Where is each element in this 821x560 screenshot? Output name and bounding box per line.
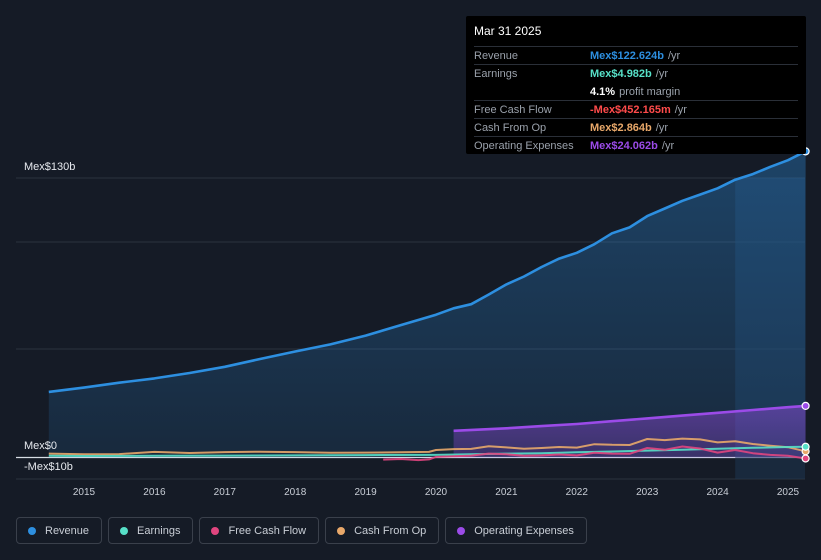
x-tick-label: 2023: [636, 487, 659, 498]
legend-label: Operating Expenses: [474, 524, 574, 537]
tooltip-row-label: Revenue: [474, 49, 519, 62]
revenue-line: [48, 150, 807, 394]
x-tick-label: 2025: [777, 487, 800, 498]
revenue-area: [48, 151, 806, 458]
legend-dot-icon: [120, 526, 129, 535]
x-axis: 2015 2016 2017 2018 2019 2020 2021 2022 2023 2024…: [73, 487, 800, 498]
tooltip-row-unit: /yr: [655, 67, 668, 80]
legend-label: Revenue: [45, 524, 90, 537]
tooltip-row-unit: /yr: [655, 121, 668, 134]
legend-label: Cash From Op: [354, 524, 427, 537]
legend-item-revenue[interactable]: Revenue: [16, 517, 103, 544]
tooltip-row-value: Mex$4.982b: [590, 67, 652, 80]
y-label-top: Mex$130b: [24, 161, 75, 173]
tooltip-row-value: 4.1%: [590, 85, 616, 98]
legend-dot-icon: [28, 526, 36, 535]
tooltip-row: Cash From Op Mex$2.864b/yr: [474, 118, 798, 136]
x-tick-label: 2016: [143, 487, 166, 498]
tooltip-row: 4.1% profit margin: [474, 82, 798, 100]
operating-expenses-line: [453, 404, 806, 433]
chart-series: [48, 150, 807, 462]
tooltip-row: Free Cash Flow -Mex$452.165m/yr: [474, 100, 798, 118]
tooltip-rows: Revenue Mex$122.624b/yr Earnings Mex$4.982b…: [474, 46, 798, 154]
x-tick-label: 2015: [73, 487, 96, 498]
x-tick-label: 2017: [214, 487, 237, 498]
legend-label: Earnings: [137, 524, 181, 537]
tooltip-row-value: Mex$24.062b: [590, 139, 658, 152]
legend-label: Free Cash Flow: [228, 524, 307, 537]
earnings-line: [48, 445, 806, 457]
tooltip-row-unit: /yr: [668, 49, 681, 62]
legend-dot-icon: [211, 526, 220, 535]
tooltip-row-label: Operating Expenses: [474, 139, 574, 152]
x-tick-label: 2022: [566, 487, 589, 498]
y-label-zero: Mex$0: [24, 440, 57, 452]
cash-from-op-line: [48, 437, 806, 456]
free-cash-flow-end-point: [801, 454, 810, 463]
tooltip-row-unit: /yr: [674, 103, 687, 116]
earnings-end-point: [801, 442, 810, 451]
tooltip-row-label: Earnings: [474, 67, 518, 80]
tooltip-row-unit: profit margin: [619, 85, 681, 98]
chart-legend: Revenue Earnings Free Cash Flow Cash From O…: [16, 517, 587, 544]
tooltip-row: Earnings Mex$4.982b/yr: [474, 64, 798, 82]
operating-expenses-end-point: [801, 401, 810, 410]
legend-item-earnings[interactable]: Earnings: [108, 517, 194, 544]
legend-item-free-cash-flow[interactable]: Free Cash Flow: [199, 517, 320, 544]
legend-dot-icon: [337, 526, 346, 535]
operating-expenses-area: [453, 405, 806, 458]
tooltip-panel: Mar 31 2025 Revenue Mex$122.624b/yr Earnin…: [466, 16, 806, 154]
tooltip-date: Mar 31 2025: [474, 24, 542, 38]
legend-dot-icon: [457, 526, 466, 535]
tooltip-row-label: Cash From Op: [474, 121, 547, 134]
x-tick-label: 2019: [354, 487, 377, 498]
y-label-bottom: -Mex$10b: [24, 461, 73, 473]
tooltip-row: Operating Expenses Mex$24.062b/yr: [474, 136, 798, 154]
x-tick-label: 2021: [495, 487, 518, 498]
tooltip-row-label: Free Cash Flow: [474, 103, 552, 116]
tooltip-row-value: Mex$122.624b: [590, 49, 664, 62]
legend-item-operating-expenses[interactable]: Operating Expenses: [445, 517, 587, 544]
x-tick-label: 2018: [284, 487, 307, 498]
free-cash-flow-line: [383, 445, 806, 462]
tooltip-row-value: Mex$2.864b: [590, 121, 652, 134]
x-tick-label: 2024: [706, 487, 729, 498]
tooltip-row-unit: /yr: [661, 139, 675, 152]
tooltip-row: Revenue Mex$122.624b/yr: [474, 46, 798, 64]
tooltip-row-value: -Mex$452.165m: [590, 103, 671, 116]
x-tick-label: 2020: [425, 487, 448, 498]
legend-item-cash-from-op[interactable]: Cash From Op: [325, 517, 440, 544]
